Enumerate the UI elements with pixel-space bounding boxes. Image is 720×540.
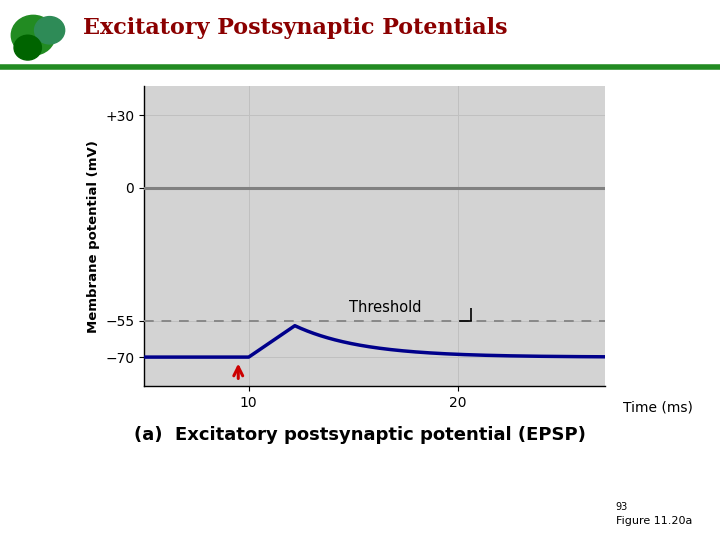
Text: Time (ms): Time (ms) <box>624 400 693 414</box>
Text: Excitatory Postsynaptic Potentials: Excitatory Postsynaptic Potentials <box>83 17 508 39</box>
Text: (a)  Excitatory postsynaptic potential (EPSP): (a) Excitatory postsynaptic potential (E… <box>134 426 586 444</box>
Text: Figure 11.20a: Figure 11.20a <box>616 516 692 526</box>
Y-axis label: Membrane potential (mV): Membrane potential (mV) <box>86 140 99 333</box>
Circle shape <box>12 15 55 55</box>
Text: Threshold: Threshold <box>349 300 422 315</box>
Circle shape <box>14 35 41 60</box>
Circle shape <box>35 17 65 44</box>
Text: 93: 93 <box>616 502 628 512</box>
